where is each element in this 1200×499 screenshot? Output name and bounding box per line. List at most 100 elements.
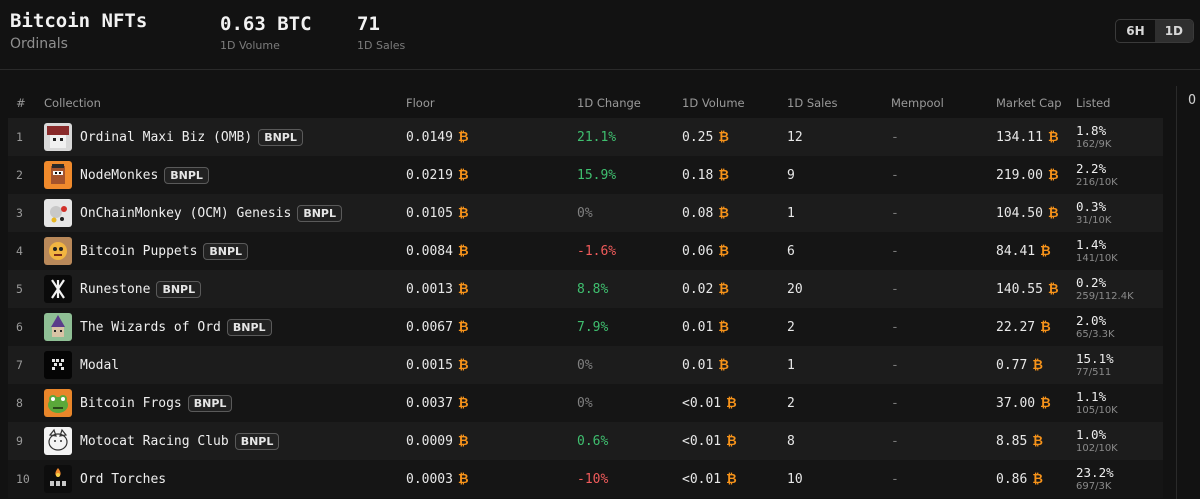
listed-percent: 15.1% — [1076, 350, 1114, 366]
col-header-collection[interactable]: Collection — [44, 96, 101, 110]
row-floor: 0.0037 ₿ — [406, 384, 577, 422]
volume-value: 0.06 — [682, 244, 714, 259]
nodemonkes-thumbnail[interactable] — [44, 161, 72, 189]
row-collection[interactable]: Bitcoin Puppets BNPL — [36, 232, 406, 270]
collection-name[interactable]: Ordinal Maxi Biz (OMB) — [80, 129, 253, 145]
btc-icon: ₿ — [718, 206, 729, 221]
stat-sales-label: 1D Sales — [357, 39, 406, 52]
volume-value: <0.01 — [682, 396, 722, 411]
table-row[interactable]: 3 OnChainMonkey (OCM) Genesis BNPL 0.010… — [8, 194, 1163, 232]
row-rank: 10 — [16, 472, 30, 486]
market-cap-value: 0.77 — [996, 358, 1028, 373]
collections-table: # Collection Floor 1D Change 1D Volume 1… — [8, 88, 1163, 498]
ocm-thumbnail[interactable] — [44, 199, 72, 227]
row-collection[interactable]: The Wizards of Ord BNPL — [36, 308, 406, 346]
omb-thumbnail[interactable] — [44, 123, 72, 151]
row-mempool: - — [891, 205, 899, 221]
row-change: 8.8% — [577, 281, 609, 297]
collection-name[interactable]: NodeMonkes — [80, 167, 159, 183]
row-volume: 0.25 ₿ — [682, 118, 787, 156]
col-header-rank[interactable]: # — [16, 96, 26, 110]
listed-percent: 0.2% — [1076, 274, 1107, 290]
row-listed: 1.8% 162/9K — [1076, 118, 1163, 156]
row-market-cap: 22.27 ₿ — [996, 308, 1076, 346]
row-sales: 2 — [787, 319, 795, 335]
runestone-thumbnail[interactable] — [44, 275, 72, 303]
row-mempool: - — [891, 395, 899, 411]
row-collection[interactable]: Runestone BNPL — [36, 270, 406, 308]
col-header-mempool[interactable]: Mempool — [891, 96, 944, 110]
wizards-thumbnail[interactable] — [44, 313, 72, 341]
row-mempool: - — [891, 243, 899, 259]
collection-name[interactable]: OnChainMonkey (OCM) Genesis — [80, 205, 292, 221]
row-listed: 2.0% 65/3.3K — [1076, 308, 1163, 346]
row-collection[interactable]: Ordinal Maxi Biz (OMB) BNPL — [36, 118, 406, 156]
btc-icon: ₿ — [726, 472, 737, 487]
row-rank: 5 — [16, 282, 23, 296]
row-market-cap: 8.85 ₿ — [996, 422, 1076, 460]
table-row[interactable]: 9 Motocat Racing Club BNPL 0.0009 ₿ 0.6% … — [8, 422, 1163, 460]
page-title: Bitcoin NFTs — [10, 10, 148, 32]
frogs-thumbnail[interactable] — [44, 389, 72, 417]
timeframe-toggle: 6H 1D — [1115, 19, 1194, 43]
row-floor: 0.0149 ₿ — [406, 118, 577, 156]
floor-value: 0.0013 — [406, 282, 453, 297]
row-collection[interactable]: Ord Torches — [36, 460, 406, 498]
collection-name[interactable]: Bitcoin Puppets — [80, 243, 198, 259]
row-sales: 8 — [787, 433, 795, 449]
row-market-cap: 37.00 ₿ — [996, 384, 1076, 422]
row-collection[interactable]: Modal — [36, 346, 406, 384]
row-collection[interactable]: Motocat Racing Club BNPL — [36, 422, 406, 460]
table-row[interactable]: 4 Bitcoin Puppets BNPL 0.0084 ₿ -1.6% 0.0… — [8, 232, 1163, 270]
collection-name[interactable]: Motocat Racing Club — [80, 433, 229, 449]
row-mempool: - — [891, 129, 899, 145]
table-row[interactable]: 5 Runestone BNPL 0.0013 ₿ 8.8% 0.02 ₿ 20 -… — [8, 270, 1163, 308]
market-cap-value: 104.50 — [996, 206, 1043, 221]
collection-name[interactable]: Modal — [80, 357, 120, 373]
row-floor: 0.0067 ₿ — [406, 308, 577, 346]
side-panel-edge-text: O — [1188, 93, 1196, 108]
collection-name[interactable]: Bitcoin Frogs — [80, 395, 182, 411]
row-collection[interactable]: NodeMonkes BNPL — [36, 156, 406, 194]
row-floor: 0.0013 ₿ — [406, 270, 577, 308]
floor-value: 0.0003 — [406, 472, 453, 487]
row-sales: 1 — [787, 357, 795, 373]
row-collection[interactable]: OnChainMonkey (OCM) Genesis BNPL — [36, 194, 406, 232]
collection-name[interactable]: Ord Torches — [80, 471, 167, 487]
timeframe-6h-button[interactable]: 6H — [1126, 24, 1145, 38]
puppets-thumbnail[interactable] — [44, 237, 72, 265]
page-subtitle: Ordinals — [10, 36, 68, 52]
col-header-sales[interactable]: 1D Sales — [787, 96, 838, 110]
collection-name[interactable]: The Wizards of Ord — [80, 319, 221, 335]
row-sales: 2 — [787, 395, 795, 411]
row-sales: 1 — [787, 205, 795, 221]
table-row[interactable]: 1 Ordinal Maxi Biz (OMB) BNPL 0.0149 ₿ 21… — [8, 118, 1163, 156]
col-header-listed[interactable]: Listed — [1076, 96, 1111, 110]
table-row[interactable]: 8 Bitcoin Frogs BNPL 0.0037 ₿ 0% <0.01 ₿ 2… — [8, 384, 1163, 422]
listed-percent: 23.2% — [1076, 464, 1114, 480]
row-listed: 23.2% 697/3K — [1076, 460, 1163, 498]
row-collection[interactable]: Bitcoin Frogs BNPL — [36, 384, 406, 422]
motocat-thumbnail[interactable] — [44, 427, 72, 455]
table-row[interactable]: 2 NodeMonkes BNPL 0.0219 ₿ 15.9% 0.18 ₿ 9 … — [8, 156, 1163, 194]
timeframe-1d-button[interactable]: 1D — [1154, 20, 1193, 42]
col-header-floor[interactable]: Floor — [406, 96, 435, 110]
row-volume: 0.01 ₿ — [682, 346, 787, 384]
modal-thumbnail[interactable] — [44, 351, 72, 379]
btc-icon: ₿ — [1040, 396, 1051, 411]
table-row[interactable]: 7 Modal 0.0015 ₿ 0% 0.01 ₿ 1 - 0.77 ₿ 15.1%… — [8, 346, 1163, 384]
row-change: -1.6% — [577, 243, 617, 259]
col-header-market-cap[interactable]: Market Cap — [996, 96, 1062, 110]
col-header-change[interactable]: 1D Change — [577, 96, 641, 110]
table-row[interactable]: 6 The Wizards of Ord BNPL 0.0067 ₿ 7.9% 0… — [8, 308, 1163, 346]
btc-icon: ₿ — [1032, 358, 1043, 373]
row-volume: 0.06 ₿ — [682, 232, 787, 270]
floor-value: 0.0149 — [406, 130, 453, 145]
col-header-volume[interactable]: 1D Volume — [682, 96, 745, 110]
collection-name[interactable]: Runestone — [80, 281, 151, 297]
torches-thumbnail[interactable] — [44, 465, 72, 493]
stat-sales: 71 1D Sales — [357, 13, 405, 52]
row-change: 0% — [577, 205, 593, 221]
row-mempool: - — [891, 471, 899, 487]
table-row[interactable]: 10 Ord Torches 0.0003 ₿ -10% <0.01 ₿ 10 - … — [8, 460, 1163, 498]
